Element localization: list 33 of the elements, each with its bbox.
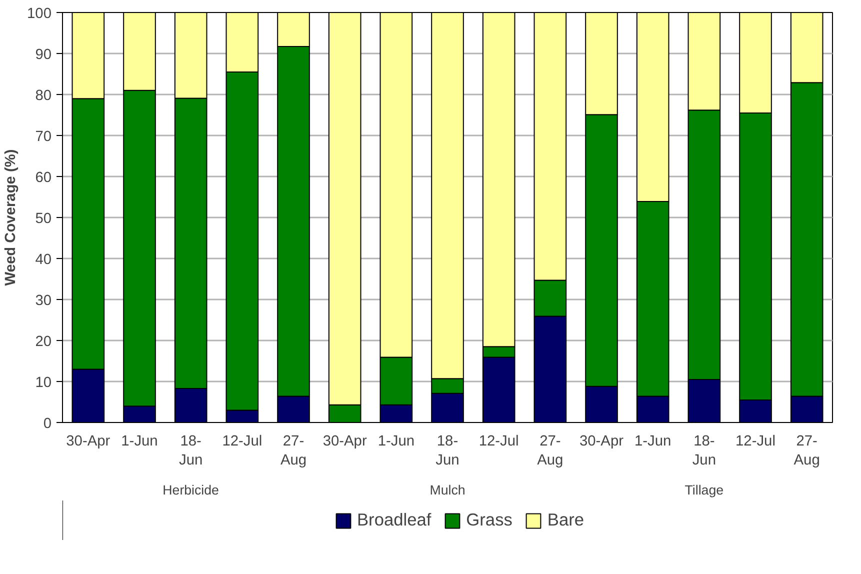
y-tick-label: 0 [43, 416, 52, 432]
x-tick-label: 12-Jul [222, 434, 262, 450]
y-tick-label: 10 [35, 375, 52, 391]
x-tick-label: 18- Jun [692, 434, 716, 469]
x-tick-label: 27- Aug [280, 434, 307, 469]
legend-label: Grass [466, 510, 512, 530]
x-tick-label: 30-Apr [66, 434, 110, 450]
text: Mulch [430, 482, 466, 498]
y-tick-label: 100 [27, 6, 52, 22]
x-tick-label: 1-Jun [121, 434, 158, 450]
x-tick-label: 30-Apr [580, 434, 624, 450]
y-tick-label: 80 [35, 88, 52, 104]
text: Herbicide [162, 482, 219, 498]
y-tick-label: 90 [35, 47, 52, 63]
y-tick-label: 30 [35, 293, 52, 309]
x-tick-label: 27- Aug [794, 434, 820, 469]
x-tick-label: 12-Jul [478, 434, 519, 450]
y-tick-label: 40 [35, 252, 52, 268]
x-tick-label: 18- Jun [436, 434, 460, 469]
legend-label: Broadleaf [356, 510, 432, 530]
y-tick-label: 70 [35, 129, 52, 145]
x-tick-label: 12-Jul [736, 434, 776, 450]
x-tick-label: 1-Jun [378, 434, 415, 450]
legend-label: Bare [547, 510, 584, 530]
y-tick-label: 60 [35, 170, 52, 186]
x-tick-label: 27- Aug [537, 434, 564, 469]
x-tick-label: 18- Jun [179, 434, 203, 469]
x-tick-label: 1-Jun [634, 434, 672, 450]
y-tick-label: 50 [35, 211, 52, 227]
y-axis-title: Weed Coverage (%) [3, 149, 20, 286]
x-tick-label: 30-Apr [322, 434, 367, 450]
y-tick-label: 20 [35, 334, 52, 350]
text: Tillage [684, 482, 724, 498]
